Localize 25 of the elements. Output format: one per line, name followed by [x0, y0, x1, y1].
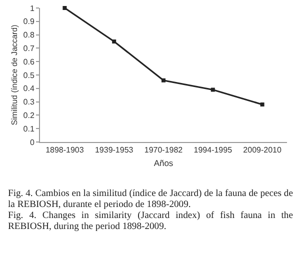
y-tick-label: 0.6 [23, 57, 35, 66]
y-tick-label: 0.2 [23, 111, 35, 120]
caption: Fig. 4. Cambios en la similitud (índice de Jaccard) de la fauna de peces de la REBIOSH, durante el periodo de 1898-2009. [8, 188, 293, 210]
x-tick-label: 1970-1982 [144, 146, 184, 155]
y-tick-label: 0.7 [23, 44, 35, 53]
point [210, 88, 215, 92]
y-tick-label: 0.9 [23, 17, 35, 26]
x-tick-label: 1994-1995 [194, 146, 233, 155]
y-tick-label: 1 [30, 4, 35, 13]
point [112, 40, 116, 44]
point [260, 102, 264, 106]
x-tick-label: 2009-2010 [243, 146, 282, 155]
y-tick-label: 0 [30, 138, 35, 147]
y-tick-label: 0.5 [23, 70, 35, 80]
y-tick-label: 0.8 [23, 30, 35, 40]
x-axis-title: Años [154, 158, 174, 168]
x-tick-label: 1898-1903 [46, 146, 84, 155]
point [62, 6, 67, 10]
x-tick-label: 1939-1953 [94, 146, 134, 155]
y-tick-label: 0.1 [23, 124, 35, 134]
y-tick-label: 0.4 [23, 84, 35, 94]
point [162, 78, 166, 82]
y-axis-title: Similitud (índice de Jaccard) [10, 24, 19, 126]
y-tick-label: 0.3 [23, 98, 35, 107]
caption: Fig. 4. Changes in similarity (Jaccard index) of fish fauna in the REBIOSH, during the period 1898-2009. [8, 210, 293, 232]
